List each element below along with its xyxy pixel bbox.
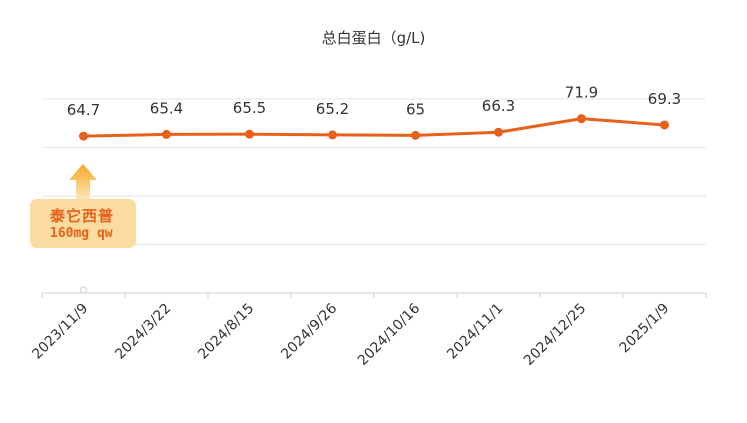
value-label: 65.4: [150, 99, 183, 117]
value-label: 64.7: [67, 101, 100, 119]
chart-title: 总白蛋白（g/L): [321, 29, 426, 47]
series-line: [83, 117, 665, 138]
data-point[interactable]: [660, 120, 669, 130]
annotation-arrow-icon: [69, 164, 97, 199]
x-axis: [41, 286, 707, 298]
data-point[interactable]: [79, 131, 88, 141]
x-tick-label: 2024/11/1: [444, 301, 506, 363]
x-tick-label: 2023/11/9: [29, 301, 91, 363]
data-point[interactable]: [328, 130, 337, 140]
x-tick-label: 2024/10/16: [355, 300, 423, 368]
x-tick-labels: 2023/11/9 2024/3/22 2024/8/15 2024/9/26 2024…: [29, 300, 672, 368]
x-tick-label: 2024/8/15: [195, 301, 257, 363]
data-point[interactable]: [411, 130, 420, 140]
annotation-drug: 泰它西普: [50, 207, 115, 225]
x-tick-label: 2025/1/9: [617, 301, 673, 357]
x-tick-label: 2024/3/22: [112, 301, 174, 363]
data-series: [79, 114, 669, 141]
value-label: 65.5: [233, 99, 266, 117]
value-labels: 64.7 65.4 65.5 65.2 65 66.3 71.9 69.3: [67, 84, 681, 119]
value-label: 65.2: [316, 100, 349, 118]
data-point[interactable]: [245, 129, 254, 139]
value-label: 66.3: [482, 97, 515, 115]
data-point[interactable]: [162, 129, 171, 139]
annotation-anchor-icon: [80, 286, 87, 294]
value-label: 65: [406, 100, 425, 118]
data-point[interactable]: [577, 114, 586, 124]
treatment-annotation: 泰它西普 160mg qw: [30, 199, 136, 248]
x-tick-label: 2024/9/26: [278, 300, 340, 362]
x-tick-label: 2024/12/25: [521, 301, 589, 369]
value-label: 71.9: [565, 84, 598, 102]
data-point[interactable]: [494, 127, 503, 137]
value-label: 69.3: [648, 90, 681, 108]
gridlines: [42, 98, 706, 245]
annotation-dose: 160mg qw: [50, 226, 113, 241]
